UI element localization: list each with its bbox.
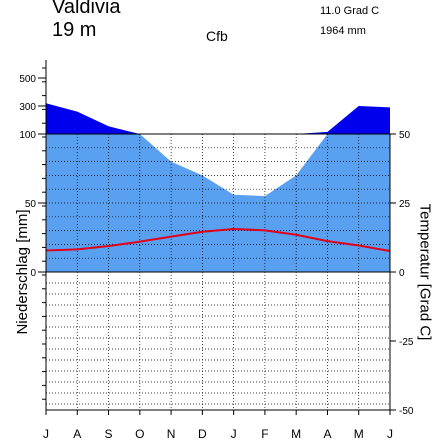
month-label: A [73, 427, 81, 440]
month-label: J [387, 427, 393, 440]
y-axis-label-temperature: Temperatur [Grad C] [416, 203, 433, 341]
left-tick-label: 0 [30, 268, 36, 279]
annual-precipitation: 1964 mm [320, 25, 366, 37]
month-label: D [198, 427, 207, 440]
right-tick-label: -50 [399, 406, 414, 417]
left-tick-label: 300 [19, 102, 36, 113]
right-tick-label: 0 [399, 268, 405, 279]
left-tick-label: 100 [19, 130, 36, 141]
month-label: A [323, 427, 331, 440]
month-label: M [291, 427, 301, 440]
month-label: N [167, 427, 176, 440]
temperature-line [45, 227, 391, 253]
month-label: J [43, 427, 49, 440]
right-tick-label: 50 [399, 130, 411, 141]
precipitation-curve-cutout [46, 134, 390, 197]
month-label: M [354, 427, 364, 440]
annual-mean-temperature: 11.0 Grad C [320, 5, 380, 17]
station-name: Valdivia [52, 0, 121, 18]
climate-class: Cfb [206, 28, 228, 44]
y-axis-label-precipitation: Niederschlag [mm] [13, 209, 31, 335]
month-label: O [135, 427, 144, 440]
month-label: J [231, 427, 237, 440]
station-elevation: 19 m [52, 19, 97, 41]
right-tick-label: 25 [399, 199, 411, 210]
left-tick-label: 50 [25, 199, 37, 210]
right-tick-label: -25 [399, 337, 414, 348]
perhumid-area [46, 103, 390, 134]
left-tick-label: 500 [19, 74, 36, 85]
month-label: S [105, 427, 113, 440]
month-label: F [261, 427, 268, 440]
